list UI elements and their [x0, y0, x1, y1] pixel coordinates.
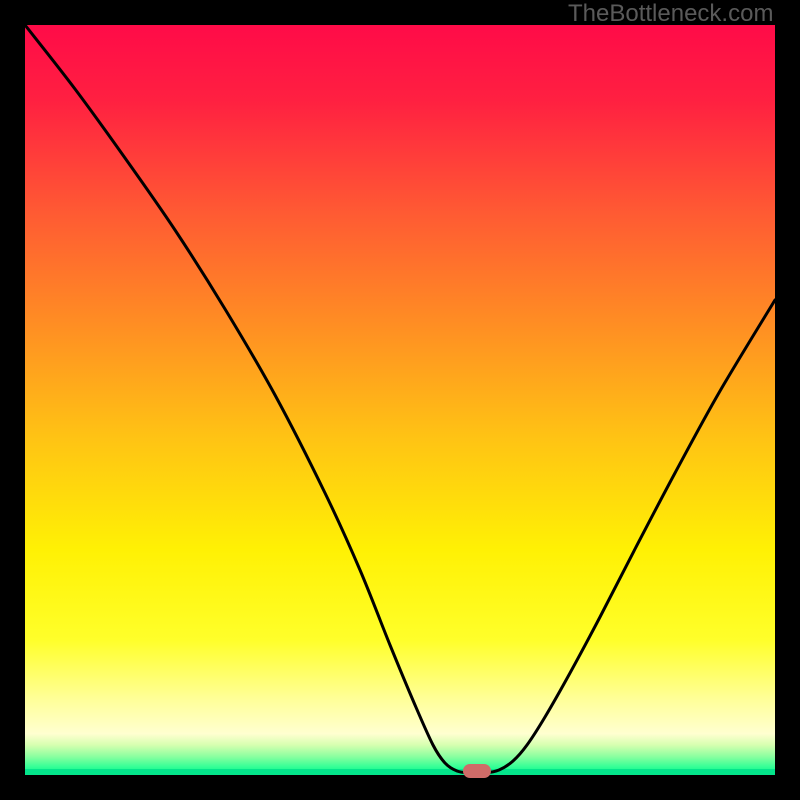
bottleneck-curve — [25, 25, 775, 775]
bottleneck-marker — [463, 764, 491, 778]
plot-area — [25, 25, 775, 775]
chart-frame: TheBottleneck.com — [0, 0, 800, 800]
watermark-text: TheBottleneck.com — [568, 0, 773, 28]
